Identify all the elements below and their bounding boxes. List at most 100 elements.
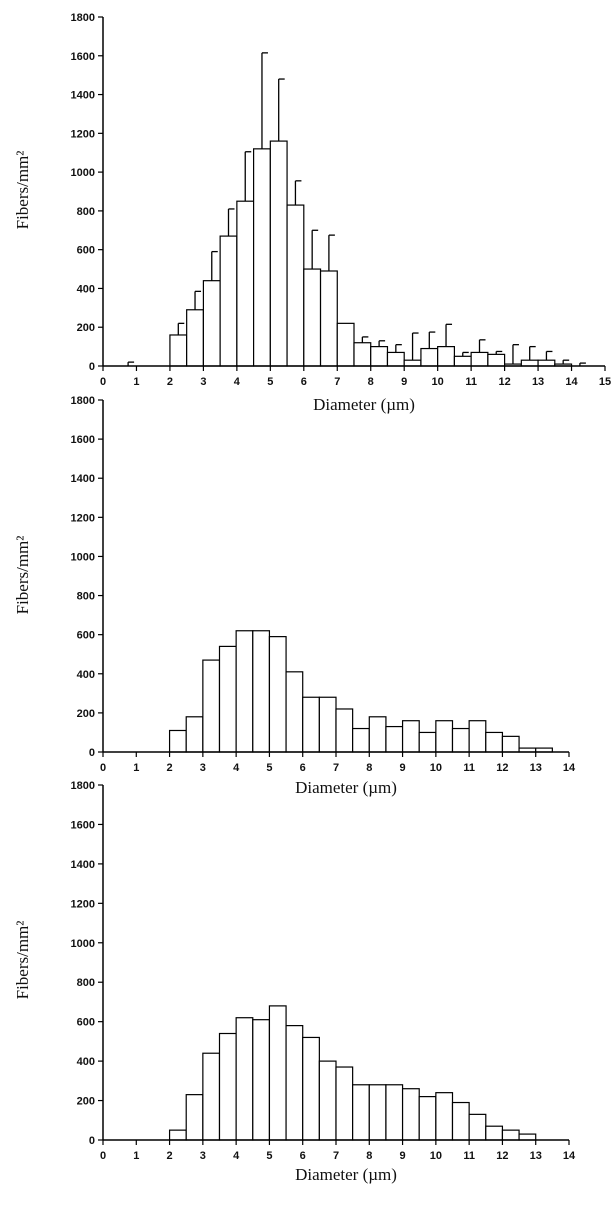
x-tick-label: 6 xyxy=(300,762,306,774)
y-tick-label: 800 xyxy=(77,206,95,218)
bar xyxy=(219,235,238,367)
y-tick-label: 200 xyxy=(77,322,95,334)
x-tick-label: 14 xyxy=(565,376,578,388)
y-tick-label: 1200 xyxy=(71,128,95,140)
bar xyxy=(336,322,355,367)
y-tick-label: 200 xyxy=(77,708,95,720)
y-tick-label: 0 xyxy=(89,361,95,373)
bar xyxy=(169,334,188,367)
bar xyxy=(185,716,204,753)
bar xyxy=(302,696,320,753)
x-tick-label: 2 xyxy=(167,762,173,774)
bar xyxy=(435,720,454,753)
y-tick-label: 400 xyxy=(77,1056,95,1068)
bar xyxy=(285,671,304,753)
y-tick-label: 800 xyxy=(77,977,95,989)
y-tick-label: 1400 xyxy=(71,473,95,485)
x-tick-label: 8 xyxy=(368,376,374,388)
x-tick-label: 13 xyxy=(530,1150,542,1162)
bar xyxy=(286,204,305,367)
bar xyxy=(501,1129,520,1141)
x-tick-label: 3 xyxy=(200,376,206,388)
x-tick-label: 10 xyxy=(430,762,442,774)
x-tick-label: 4 xyxy=(234,376,241,388)
bar xyxy=(168,729,187,753)
x-tick-label: 3 xyxy=(200,1150,206,1162)
y-tick-label: 1200 xyxy=(71,898,95,910)
x-tick-label: 0 xyxy=(100,1150,106,1162)
x-tick-label: 14 xyxy=(563,1150,576,1162)
x-tick-label: 13 xyxy=(530,762,542,774)
x-tick-label: 1 xyxy=(133,376,139,388)
x-tick-label: 7 xyxy=(333,762,339,774)
x-tick-label: 9 xyxy=(401,376,407,388)
y-axis-title: Fibers/mm² xyxy=(13,151,32,230)
x-tick-label: 11 xyxy=(463,762,475,774)
x-tick-label: 0 xyxy=(100,376,106,388)
bar xyxy=(218,1032,237,1141)
bar xyxy=(401,1088,420,1141)
bar xyxy=(318,1060,337,1141)
x-tick-label: 0 xyxy=(100,762,106,774)
bar xyxy=(252,630,271,753)
y-tick-label: 1800 xyxy=(71,12,95,24)
bar xyxy=(236,200,255,367)
y-tick-label: 1800 xyxy=(71,395,95,407)
bar xyxy=(368,716,387,753)
x-tick-label: 3 xyxy=(200,762,206,774)
x-tick-label: 11 xyxy=(465,376,477,388)
bar xyxy=(485,1125,504,1141)
bar xyxy=(235,1017,254,1141)
bar xyxy=(202,659,221,753)
bar xyxy=(268,636,287,753)
bar xyxy=(537,359,556,367)
x-tick-label: 8 xyxy=(366,762,372,774)
bar xyxy=(318,696,337,753)
bar xyxy=(420,347,439,367)
bar xyxy=(303,268,322,367)
x-tick-label: 10 xyxy=(432,376,444,388)
y-tick-label: 400 xyxy=(77,283,95,295)
y-tick-label: 1600 xyxy=(71,434,95,446)
x-tick-label: 4 xyxy=(233,1150,240,1162)
bar xyxy=(319,270,338,367)
y-tick-label: 1000 xyxy=(71,938,95,950)
y-tick-label: 1400 xyxy=(71,859,95,871)
x-tick-label: 5 xyxy=(267,376,273,388)
bar xyxy=(401,720,420,753)
bar xyxy=(520,359,539,367)
bar xyxy=(235,630,254,753)
bar xyxy=(302,1036,320,1141)
bar xyxy=(437,346,455,367)
y-tick-label: 1800 xyxy=(71,780,95,792)
bar xyxy=(186,309,205,367)
bar xyxy=(269,140,288,367)
y-tick-label: 1600 xyxy=(71,51,95,63)
x-tick-label: 10 xyxy=(430,1150,442,1162)
y-tick-label: 400 xyxy=(77,669,95,681)
bar xyxy=(218,645,237,753)
x-tick-label: 1 xyxy=(133,1150,139,1162)
x-tick-label: 9 xyxy=(400,1150,406,1162)
bar xyxy=(335,708,354,753)
bar xyxy=(501,735,520,753)
bar xyxy=(352,727,370,753)
bar xyxy=(435,1092,454,1141)
bar xyxy=(470,351,489,367)
bar xyxy=(370,346,389,367)
x-tick-label: 7 xyxy=(334,376,340,388)
x-tick-label: 13 xyxy=(532,376,544,388)
x-tick-label: 9 xyxy=(400,762,406,774)
x-tick-label: 15 xyxy=(599,376,611,388)
y-axis-title: Fibers/mm² xyxy=(13,536,32,615)
x-tick-label: 5 xyxy=(266,1150,272,1162)
x-axis-title: Diameter (µm) xyxy=(295,1165,397,1184)
y-tick-label: 1000 xyxy=(71,167,95,179)
bar xyxy=(451,727,470,753)
bar xyxy=(386,351,405,367)
bar xyxy=(202,280,221,367)
